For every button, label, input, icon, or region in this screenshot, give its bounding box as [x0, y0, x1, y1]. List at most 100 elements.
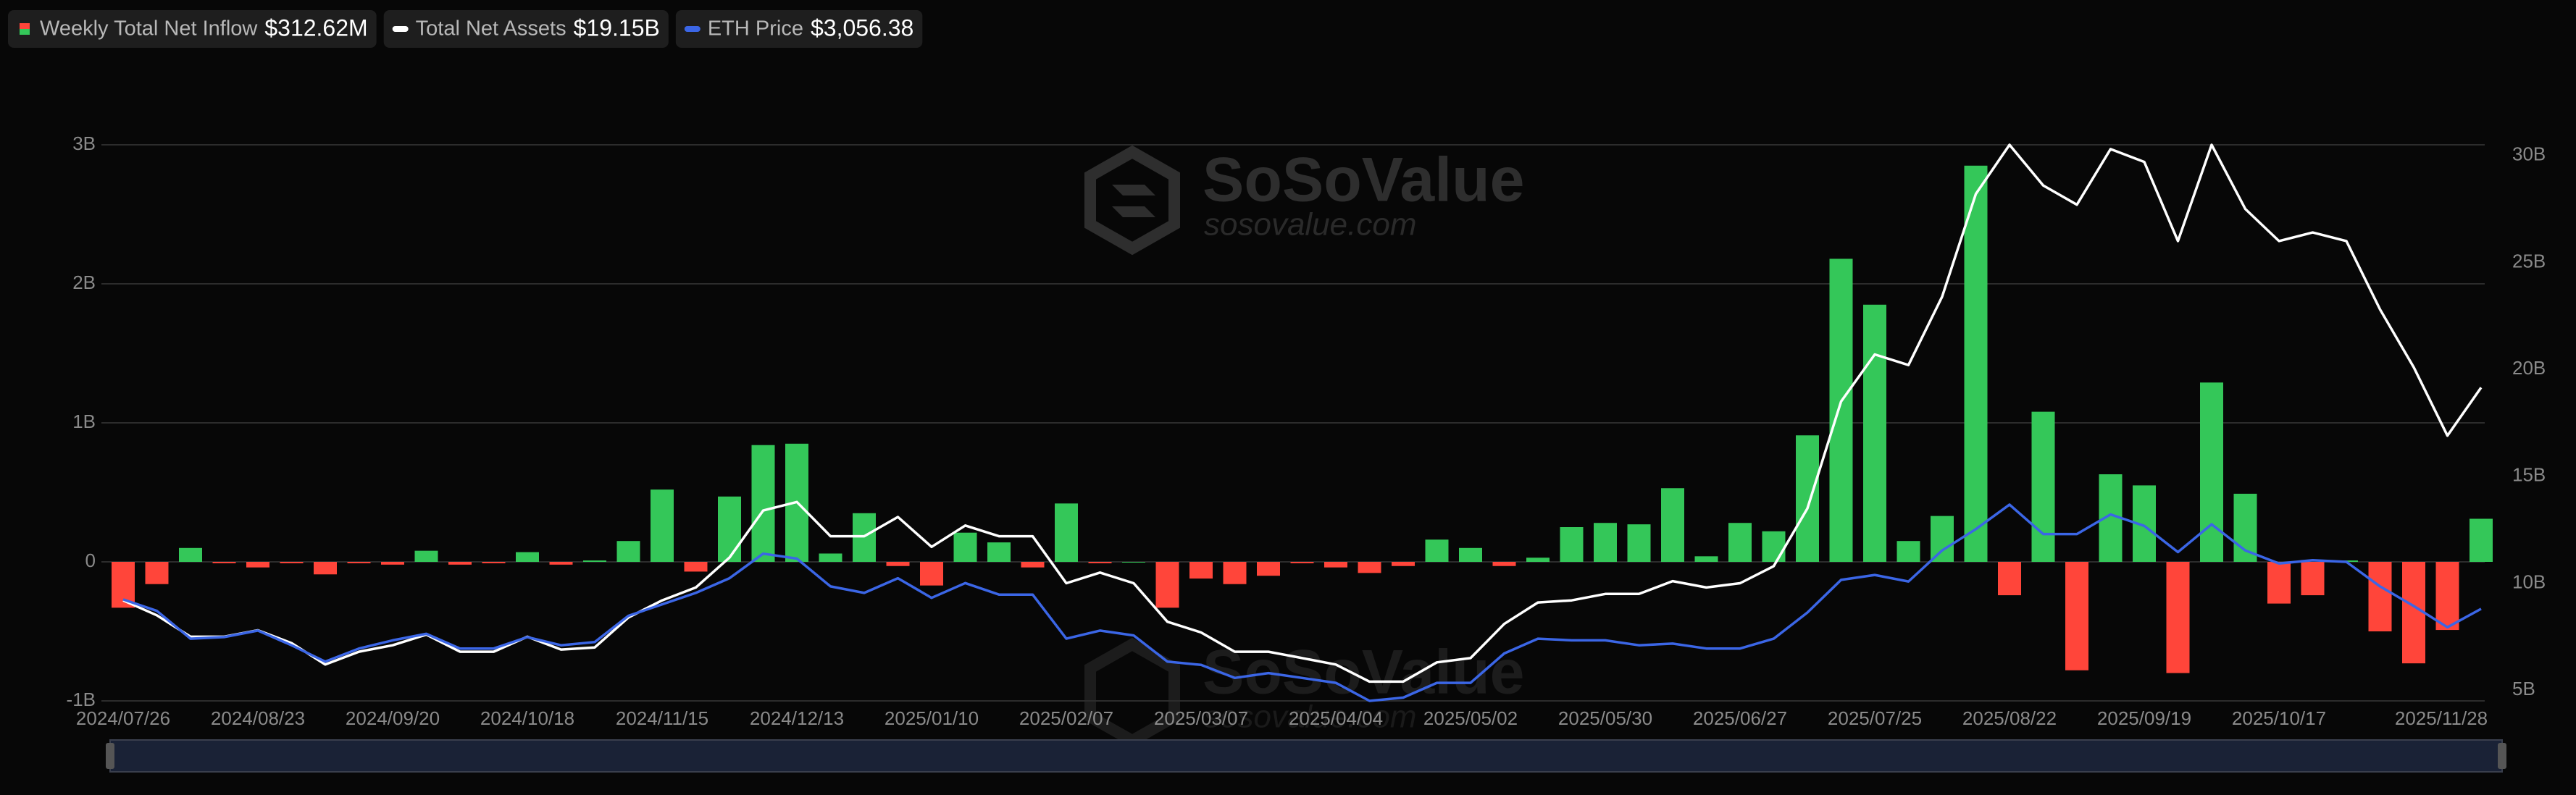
y2-tick-label: 10B [2512, 571, 2546, 592]
legend-item: ETH Price $3,056.38 [675, 10, 923, 48]
navigator[interactable] [106, 739, 2506, 773]
y-tick-label: 0 [85, 550, 96, 571]
bar [2301, 562, 2325, 596]
x-tick-label: 2024/08/23 [211, 707, 305, 729]
y2-tick-label: 30B [2512, 143, 2546, 165]
y-tick-label: 2B [72, 272, 96, 293]
bar [1223, 562, 1247, 584]
legend-swatch [392, 26, 409, 32]
legend-label: Total Net Assets [416, 17, 566, 41]
legend-swatch [20, 23, 30, 29]
bar [179, 547, 202, 562]
bar [819, 553, 842, 562]
legend-value: $312.62M [264, 14, 367, 41]
bar [1627, 524, 1651, 562]
x-tick-label: 2024/10/18 [480, 707, 574, 729]
x-tick-label: 2025/07/25 [1828, 707, 1922, 729]
bar [1088, 562, 1112, 563]
y2-tick-label: 20B [2512, 357, 2546, 379]
bar [414, 550, 438, 562]
legend-box [8, 10, 377, 48]
bar [1863, 304, 1886, 562]
x-tick-label: 2024/09/20 [346, 707, 440, 729]
bar [1964, 165, 1988, 563]
bar [1661, 488, 1684, 562]
bar [549, 562, 573, 565]
bar [2402, 562, 2425, 664]
watermark-site: sosovalue.com [1204, 699, 1416, 735]
y-tick-label: -1B [67, 689, 96, 710]
y2-tick-label: 15B [2512, 464, 2546, 486]
legend-swatch [684, 26, 701, 32]
bar [2267, 562, 2291, 604]
legend-label: Weekly Total Net Inflow [40, 17, 258, 41]
x-tick-label: 2025/01/10 [885, 707, 979, 729]
legend-label: ETH Price [708, 17, 803, 41]
bar [1155, 562, 1179, 608]
x-tick-label: 2025/09/19 [2097, 707, 2191, 729]
bar [482, 562, 506, 563]
bar [651, 489, 674, 562]
y-tick-label: 3B [72, 132, 96, 154]
legend-value: $19.15B [574, 14, 660, 41]
bar [212, 562, 236, 563]
bar [1358, 562, 1381, 573]
bar [1897, 541, 1920, 562]
bar [145, 562, 169, 584]
x-tick-label: 2025/05/30 [1558, 707, 1652, 729]
x-tick-label: 2025/02/07 [1019, 707, 1113, 729]
bar [1122, 562, 1145, 563]
bar [1560, 527, 1584, 562]
bar [314, 562, 337, 575]
navigator-range[interactable] [109, 739, 2503, 773]
legend-swatch [20, 29, 30, 35]
navigator-handle[interactable] [2498, 743, 2506, 769]
navigator-handle[interactable] [106, 743, 114, 769]
x-tick-label: 2025/11/28 [2395, 707, 2488, 729]
x-tick-label: 2025/10/17 [2232, 707, 2326, 729]
bar [2368, 562, 2392, 631]
y2-tick-label: 5B [2512, 678, 2535, 699]
bar [347, 562, 371, 563]
bar [1762, 531, 1786, 562]
bar [2065, 562, 2088, 670]
bar [1055, 503, 1078, 562]
x-tick-label: 2025/05/02 [1423, 707, 1518, 729]
line [122, 503, 2482, 702]
y-tick-label: 1B [72, 411, 96, 432]
bar [381, 562, 404, 565]
legend-box [383, 10, 669, 48]
bar [2470, 518, 2493, 562]
bar [1425, 539, 1449, 562]
bar [1324, 562, 1347, 568]
bar [1728, 523, 1752, 562]
bar [1189, 562, 1213, 579]
watermark: SoSoValue sosovalue.com SoSoValue sosova… [1084, 145, 1525, 748]
bar [2166, 562, 2190, 673]
legend-item: Total Net Assets $19.15B [383, 10, 669, 48]
bar [987, 542, 1011, 562]
x-tick-label: 2025/08/22 [1962, 707, 2057, 729]
legend-value: $3,056.38 [811, 14, 913, 41]
bar [1594, 523, 1617, 562]
bar [616, 541, 640, 562]
watermark-brand: SoSoValue [1203, 146, 1525, 215]
watermark-site: sosovalue.com [1204, 207, 1416, 243]
bar [853, 513, 876, 562]
bar [684, 562, 708, 572]
x-tick-label: 2025/06/27 [1693, 707, 1787, 729]
watermark-logo [1084, 145, 1180, 256]
bar [2435, 562, 2459, 631]
bar [1021, 562, 1045, 568]
x-tick-label: 2025/03/07 [1154, 707, 1248, 729]
bar [1257, 562, 1280, 576]
bar [1392, 562, 1415, 566]
legend-box [675, 10, 923, 48]
bar [280, 562, 304, 563]
bar [953, 532, 977, 562]
bar [718, 496, 741, 562]
bar [2031, 411, 2055, 562]
x-tick-label: 2024/12/13 [750, 707, 844, 729]
